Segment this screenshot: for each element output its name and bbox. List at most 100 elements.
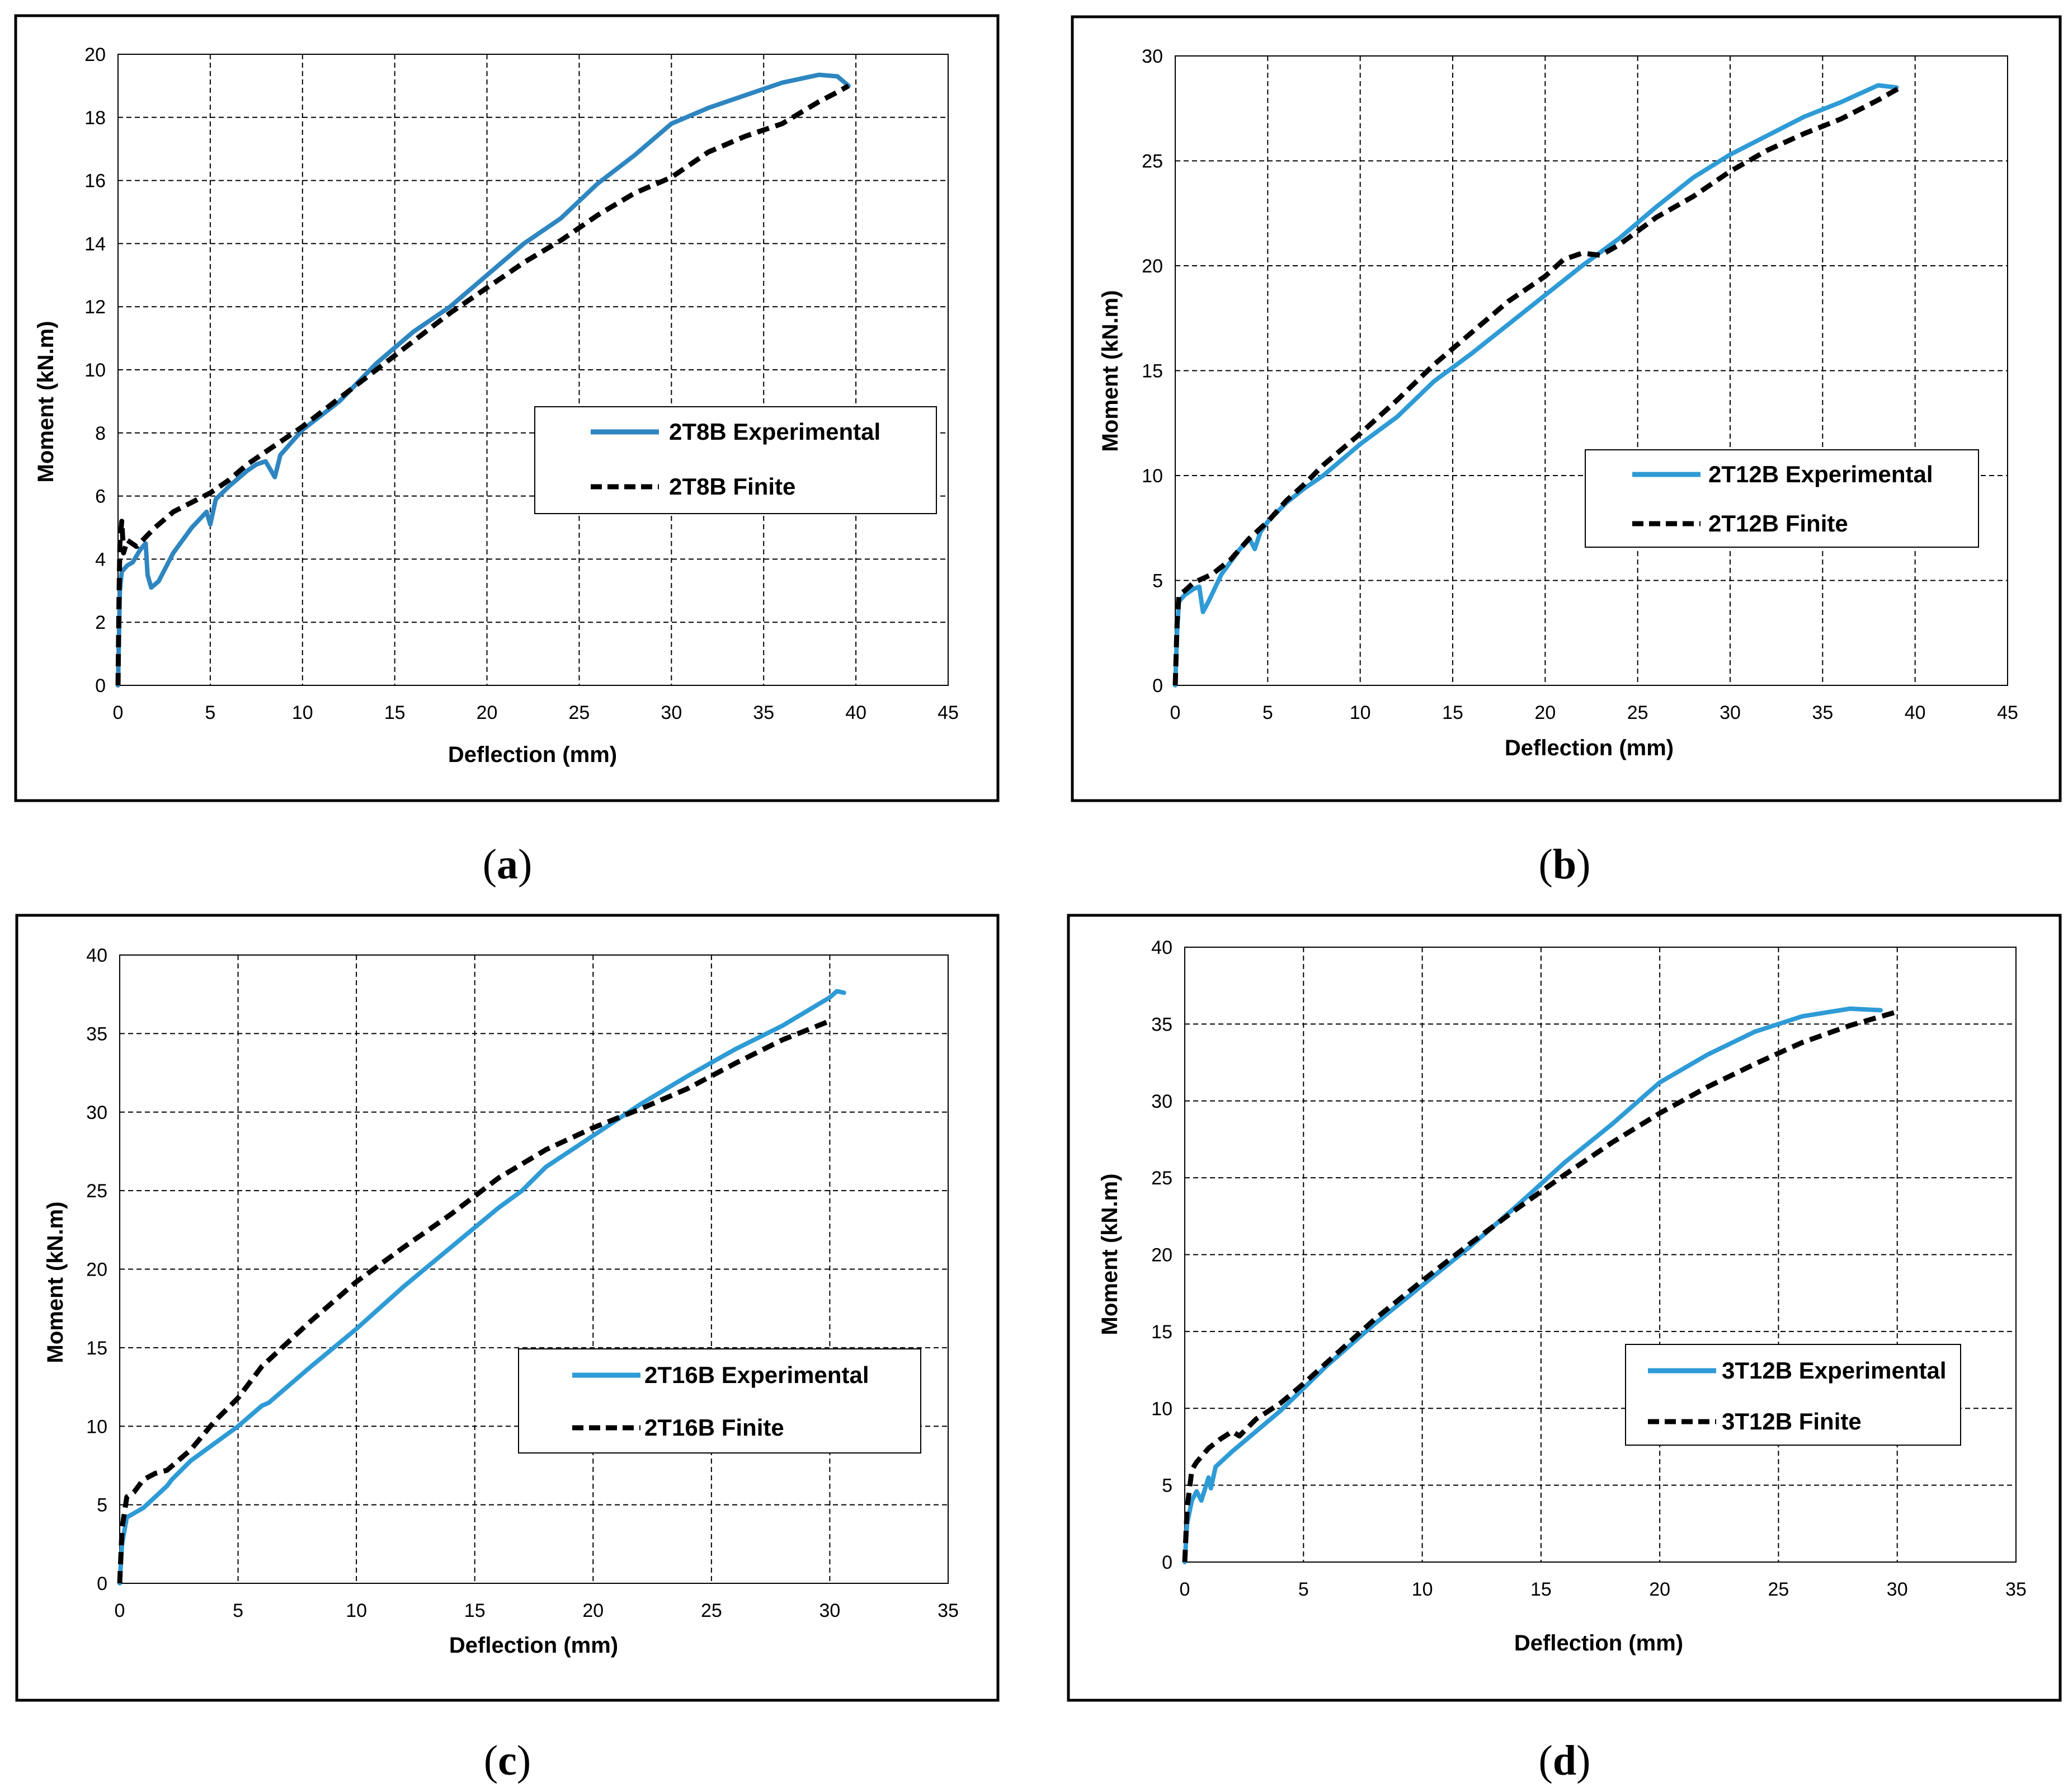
panel-a-y-tick-label: 12 bbox=[84, 297, 106, 318]
panel-a: 0 5 10 15 20 25 30 35 40 45 0 2 4 6 8 10 12 14 16 18 20 Defl… bbox=[14, 14, 1000, 888]
panel-d-x-tick-label: 5 bbox=[1298, 1579, 1309, 1600]
panel-d-x-axis-title: Deflection (mm) bbox=[1514, 1631, 1683, 1655]
panel-d-plot-area bbox=[1184, 947, 2017, 1563]
panel-b-ticks: 0 5 10 15 20 25 30 35 40 45 0 5 10 15 20 25 30 bbox=[1142, 46, 2018, 723]
panel-a-x-axis-title: Deflection (mm) bbox=[448, 742, 617, 767]
panel-d-legend: 3T12B Experimental 3T12B Finite bbox=[1625, 1344, 1961, 1446]
panel-c-legend-box bbox=[518, 1348, 921, 1454]
panel-d-caption: (d) bbox=[1539, 1737, 1591, 1784]
panel-c-finite-series-line bbox=[117, 1018, 831, 1584]
panel-c-y-tick-label: 25 bbox=[86, 1180, 107, 1202]
panel-a-x-tick-label: 25 bbox=[569, 702, 590, 723]
panel-c-x-tick-label: 15 bbox=[464, 1600, 486, 1621]
panel-c-x-tick-label: 10 bbox=[346, 1600, 367, 1621]
panel-a-finite-series-line bbox=[115, 83, 850, 686]
panel-c-y-tick-label: 0 bbox=[97, 1573, 107, 1595]
panel-a-legend: 2T8B Experimental 2T8B Finite bbox=[534, 406, 937, 514]
panel-d-x-tick-label: 10 bbox=[1412, 1579, 1433, 1600]
panel-d-y-tick-label: 40 bbox=[1151, 937, 1172, 958]
panel-b-legend: 2T12B Experimental 2T12B Finite bbox=[1585, 449, 1979, 548]
panel-c-legend: 2T16B Experimental 2T16B Finite bbox=[518, 1348, 921, 1454]
panel-d-grid bbox=[1185, 947, 2016, 1562]
panel-d-y-tick-label: 25 bbox=[1151, 1168, 1172, 1189]
panel-b-legend-label-experimental: 2T12B Experimental bbox=[1708, 461, 1933, 487]
panel-a-y-tick-label: 0 bbox=[95, 675, 106, 697]
panel-a-x-tick-label: 35 bbox=[753, 702, 774, 723]
panel-c-series bbox=[117, 989, 846, 1586]
panel-d-y-tick-label: 10 bbox=[1151, 1398, 1172, 1419]
panel-c-caption-letter: c bbox=[498, 1737, 517, 1784]
panel-b-x-tick-label: 0 bbox=[1170, 702, 1181, 723]
panel-a-x-tick-label: 20 bbox=[477, 702, 498, 723]
panel-b: 0 5 10 15 20 25 30 35 40 45 0 5 10 15 20 25 30 Deflectio… bbox=[1071, 15, 2062, 888]
panel-d-legend-label-experimental: 3T12B Experimental bbox=[1722, 1357, 1947, 1384]
panel-d-y-tick-label: 35 bbox=[1151, 1014, 1172, 1035]
panel-d-legend-label-finite: 3T12B Finite bbox=[1722, 1408, 1862, 1434]
panel-d-frame bbox=[1067, 914, 2062, 1702]
panel-d-caption-letter: d bbox=[1553, 1737, 1576, 1784]
panel-d-x-tick-label: 25 bbox=[1768, 1579, 1789, 1600]
panel-a-y-tick-label: 2 bbox=[95, 612, 106, 633]
panel-a-x-tick-label: 15 bbox=[384, 702, 406, 723]
panel-b-x-tick-label: 40 bbox=[1905, 702, 1926, 723]
panel-c: 0 5 10 15 20 25 30 35 0 5 10 15 20 25 30 35 40 Deflectio… bbox=[15, 914, 1000, 1784]
panel-c-experimental-series-line bbox=[117, 989, 846, 1586]
panel-a-y-tick-label: 14 bbox=[84, 233, 106, 255]
panel-a-x-tick-label: 10 bbox=[292, 702, 313, 723]
panel-c-y-tick-label: 10 bbox=[86, 1416, 107, 1437]
panel-b-x-tick-label: 20 bbox=[1534, 702, 1556, 723]
panel-a-y-tick-label: 20 bbox=[84, 44, 106, 65]
panel-d-ticks: 0 5 10 15 20 25 30 35 0 5 10 15 20 25 30 35 40 bbox=[1151, 937, 2027, 1600]
panel-c-caption: (c) bbox=[484, 1737, 531, 1784]
panel-b-x-tick-label: 10 bbox=[1350, 702, 1371, 723]
panel-d-series bbox=[1182, 1006, 1898, 1564]
panel-c-ticks: 0 5 10 15 20 25 30 35 0 5 10 15 20 25 30 35 40 bbox=[86, 945, 959, 1621]
panel-a-x-tick-label: 30 bbox=[661, 702, 682, 723]
panel-d-x-tick-label: 0 bbox=[1180, 1579, 1190, 1600]
panel-b-x-axis-title: Deflection (mm) bbox=[1505, 736, 1674, 760]
panel-b-x-tick-label: 15 bbox=[1442, 702, 1463, 723]
panel-c-x-tick-label: 30 bbox=[819, 1600, 841, 1621]
panel-b-y-axis-title: Moment (kN.m) bbox=[1098, 290, 1123, 452]
panel-b-y-tick-label: 10 bbox=[1142, 465, 1163, 487]
panel-c-grid bbox=[120, 955, 948, 1583]
panel-d-y-tick-label: 0 bbox=[1162, 1552, 1172, 1573]
panel-d-x-tick-label: 20 bbox=[1649, 1579, 1670, 1600]
panel-c-legend-label-finite: 2T16B Finite bbox=[644, 1414, 784, 1441]
panel-c-legend-label-experimental: 2T16B Experimental bbox=[644, 1362, 869, 1388]
panel-b-finite-series-line bbox=[1172, 85, 1902, 686]
panel-b-x-tick-label: 35 bbox=[1812, 702, 1833, 723]
panel-d-y-tick-label: 15 bbox=[1151, 1321, 1172, 1343]
panel-a-y-tick-label: 16 bbox=[84, 171, 106, 192]
panel-a-legend-label-finite: 2T8B Finite bbox=[669, 473, 795, 500]
panel-a-x-tick-label: 40 bbox=[845, 702, 866, 723]
panel-d-legend-box bbox=[1625, 1344, 1961, 1446]
panel-a-x-tick-label: 5 bbox=[205, 702, 215, 723]
panel-b-y-tick-label: 20 bbox=[1142, 256, 1163, 277]
panel-b-x-tick-label: 5 bbox=[1263, 702, 1273, 723]
panel-c-y-tick-label: 15 bbox=[86, 1338, 107, 1359]
panel-b-plot-area bbox=[1175, 55, 2008, 686]
panel-c-y-axis-title: Moment (kN.m) bbox=[43, 1202, 68, 1363]
panel-c-x-axis-title: Deflection (mm) bbox=[449, 1633, 618, 1658]
panel-a-x-tick-label: 45 bbox=[938, 702, 959, 723]
panel-c-y-tick-label: 30 bbox=[86, 1102, 107, 1123]
panel-a-y-tick-label: 8 bbox=[95, 423, 106, 444]
panel-a-legend-box bbox=[534, 406, 937, 514]
panel-a-y-tick-label: 10 bbox=[84, 360, 106, 381]
panel-c-y-tick-label: 40 bbox=[86, 945, 107, 966]
panel-c-frame bbox=[15, 914, 1000, 1702]
panel-b-y-tick-label: 0 bbox=[1152, 675, 1163, 697]
panel-b-x-tick-label: 30 bbox=[1720, 702, 1741, 723]
panel-a-legend-label-experimental: 2T8B Experimental bbox=[669, 418, 880, 445]
panel-b-x-tick-label: 45 bbox=[1997, 702, 2018, 723]
panel-a-series bbox=[115, 72, 851, 688]
panel-a-caption-letter: a bbox=[497, 841, 518, 888]
panel-d-y-tick-label: 20 bbox=[1151, 1245, 1172, 1266]
panel-b-legend-box bbox=[1585, 449, 1979, 548]
panel-b-x-tick-label: 25 bbox=[1627, 702, 1648, 723]
panel-b-frame bbox=[1071, 15, 2062, 802]
panel-a-plot-area bbox=[117, 54, 949, 686]
panel-b-y-tick-label: 25 bbox=[1142, 151, 1163, 172]
